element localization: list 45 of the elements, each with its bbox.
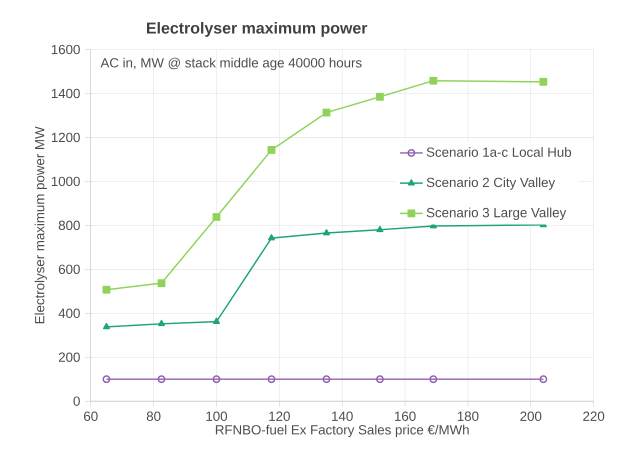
x-tick-label: 80 bbox=[146, 412, 160, 421]
y-tick-label: 1400 bbox=[52, 88, 80, 98]
point bbox=[429, 76, 438, 85]
x-tick-label: 60 bbox=[84, 412, 98, 421]
y-tick-label: 600 bbox=[58, 264, 80, 274]
x-tick-label: 160 bbox=[394, 412, 416, 421]
y-tick-label: 1000 bbox=[52, 176, 80, 186]
y-tick-label: 1200 bbox=[52, 132, 80, 142]
y-axis-title: Electrolyser maximum power MW bbox=[34, 126, 48, 324]
point bbox=[268, 375, 276, 384]
y-tick-label: 200 bbox=[58, 352, 80, 362]
point bbox=[322, 229, 330, 236]
x-tick-label: 100 bbox=[206, 412, 228, 421]
legend-label: Scenario 3 Large Valley bbox=[426, 208, 566, 220]
point bbox=[212, 318, 220, 324]
y-tick-label: 800 bbox=[58, 220, 80, 230]
point bbox=[102, 322, 110, 330]
x-axis-title: RFNBO-fuel Ex Factory Sales price €/MWh bbox=[216, 424, 469, 438]
x-tick-label: 180 bbox=[458, 412, 478, 421]
point bbox=[158, 279, 166, 288]
point bbox=[212, 375, 220, 384]
point bbox=[268, 146, 276, 154]
chart-title: Electrolyser maximum power bbox=[146, 22, 368, 37]
point bbox=[539, 78, 548, 86]
y-tick-label: 400 bbox=[58, 308, 80, 318]
point bbox=[376, 92, 384, 101]
y-tick-label: 0 bbox=[74, 396, 80, 406]
point bbox=[158, 320, 165, 326]
x-tick-label: 140 bbox=[332, 412, 353, 421]
point bbox=[429, 375, 438, 384]
point bbox=[102, 286, 110, 294]
point bbox=[322, 375, 330, 384]
point bbox=[212, 213, 220, 221]
point bbox=[376, 226, 384, 232]
point bbox=[268, 234, 275, 240]
point bbox=[376, 375, 384, 384]
x-tick-label: 220 bbox=[583, 412, 604, 421]
x-tick-label: 200 bbox=[520, 412, 542, 421]
legend-label: Scenario 2 City Valley bbox=[426, 177, 556, 190]
text: AC in, MW @ stack middle age 40000 hours bbox=[100, 58, 362, 70]
y-tick-label: 1600 bbox=[52, 44, 80, 54]
point bbox=[158, 375, 166, 384]
legend-label: Scenario 1a-c Local Hub bbox=[426, 147, 572, 157]
point bbox=[322, 108, 330, 116]
x-tick-label: 120 bbox=[269, 412, 290, 421]
